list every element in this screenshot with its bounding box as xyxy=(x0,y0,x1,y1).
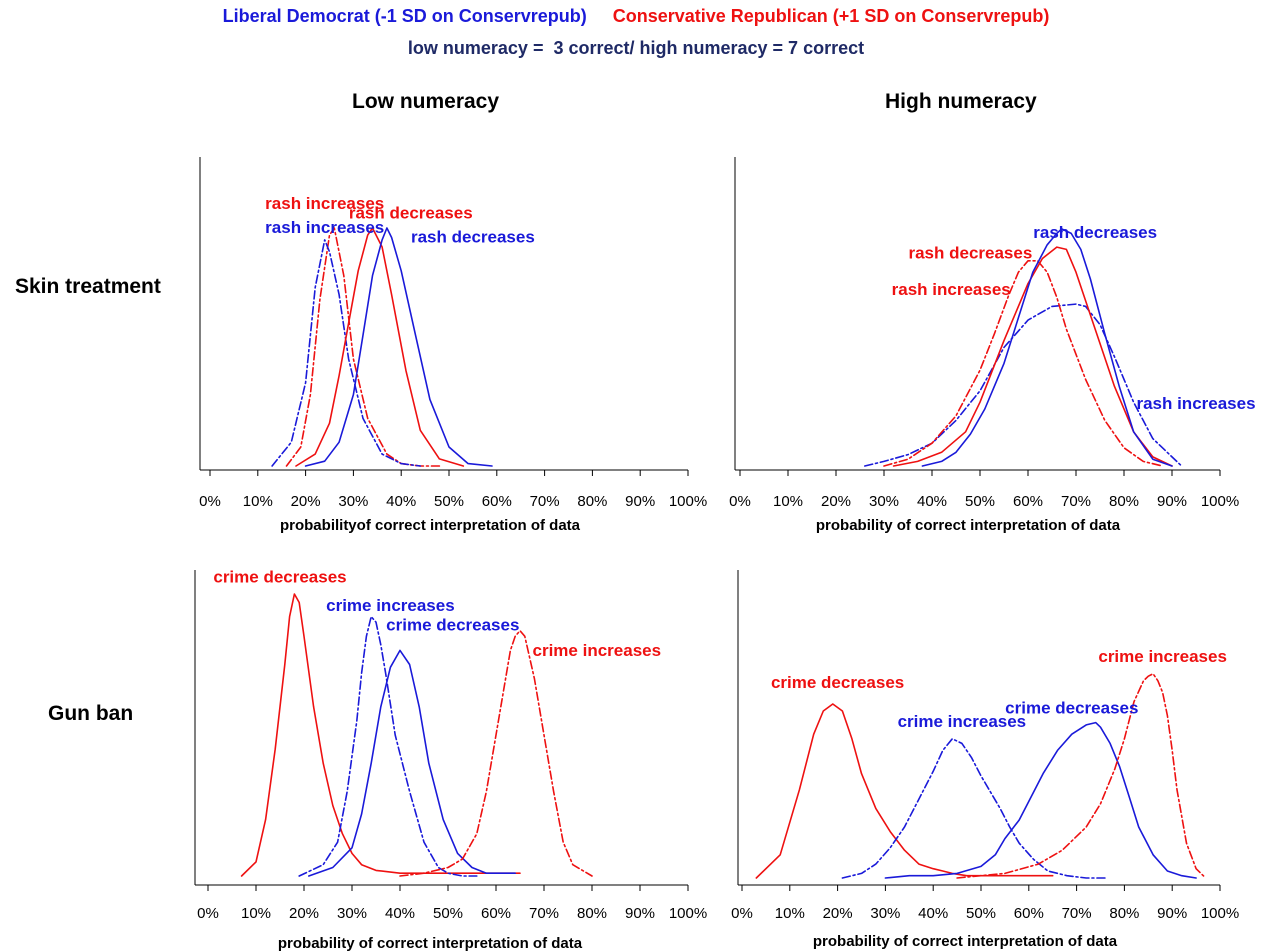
series-curve-conservative-solid xyxy=(295,227,465,467)
x-tick-label: 90% xyxy=(625,493,655,510)
curve-annotation-label: rash increases xyxy=(1136,394,1255,413)
x-tick-label: 70% xyxy=(530,493,560,510)
series-curve-liberal-solid xyxy=(884,721,1197,879)
x-tick-label: 50% xyxy=(966,905,996,922)
x-tick-label: 60% xyxy=(482,493,512,510)
curve-annotation-label: crime increases xyxy=(533,641,662,660)
series-curve-liberal-dashdot xyxy=(298,615,478,877)
curve-annotation-label: rash decreases xyxy=(1033,223,1157,242)
x-tick-label: 20% xyxy=(821,493,851,510)
x-tick-label: 10% xyxy=(775,905,805,922)
x-tick-label: 60% xyxy=(1013,493,1043,510)
series-curve-liberal-solid xyxy=(921,228,1173,467)
x-tick-label: 70% xyxy=(1062,905,1092,922)
panel-gun-high: 0% 10% 20% 30% 40% 50% 60% 70% 80% 90% 100% probabi… xyxy=(731,570,1239,950)
x-tick-label: 30% xyxy=(338,493,368,510)
x-axis-label: probabilityof correct interpretation of … xyxy=(280,517,581,534)
curve-annotation-label: crime decreases xyxy=(213,568,346,587)
legend-conservative-republican: Conservative Republican (+1 SD on Conser… xyxy=(612,6,1050,26)
series-curve-liberal-solid xyxy=(304,227,493,467)
x-tick-label: 90% xyxy=(1157,493,1187,510)
x-tick-label: 20% xyxy=(823,905,853,922)
row-label-gun-ban: Gun ban xyxy=(48,702,134,725)
x-tick-label: 50% xyxy=(434,493,464,510)
x-tick-label: 30% xyxy=(337,905,367,922)
x-tick-label: 10% xyxy=(241,905,271,922)
curve-annotation-label: rash increases xyxy=(892,280,1011,299)
x-tick-label: 80% xyxy=(577,905,607,922)
x-axis-label: probability of correct interpretation of… xyxy=(816,517,1121,534)
series-curve-liberal-solid xyxy=(307,649,517,877)
chart-legend: Liberal Democrat (-1 SD on Conservrepub)… xyxy=(0,6,1272,27)
x-tick-label: 10% xyxy=(243,493,273,510)
panel-skin-low: 0% 10% 20% 30% 40% 50% 60% 70% 80% 90% 100% probabi… xyxy=(199,157,707,534)
x-tick-label: 0% xyxy=(199,493,221,510)
x-tick-label: 20% xyxy=(291,493,321,510)
series-curve-liberal-dashdot xyxy=(841,737,1107,879)
x-tick-label: 30% xyxy=(869,493,899,510)
x-axis-label: probability of correct interpretation of… xyxy=(278,935,583,952)
series-curve-conservative-dashdot xyxy=(956,672,1207,879)
x-tick-label: 40% xyxy=(385,905,415,922)
x-tick-label: 40% xyxy=(386,493,416,510)
curve-annotation-label: crime decreases xyxy=(771,673,904,692)
chart-subtitle: low numeracy = 3 correct/ high numeracy … xyxy=(407,38,865,58)
column-title-high-numeracy: High numeracy xyxy=(885,90,1037,113)
x-tick-label: 80% xyxy=(577,493,607,510)
x-tick-label: 10% xyxy=(773,493,803,510)
legend-liberal-democrat: Liberal Democrat (-1 SD on Conservrepub) xyxy=(222,6,587,26)
x-tick-label: 0% xyxy=(729,493,751,510)
x-tick-label: 0% xyxy=(731,905,753,922)
curve-annotation-label: rash increases xyxy=(265,218,384,237)
curve-annotation-label: rash decreases xyxy=(908,244,1032,263)
curve-annotation-label: rash increases xyxy=(265,194,384,213)
series-curve-liberal-dashdot xyxy=(271,239,422,467)
x-tick-label: 50% xyxy=(433,905,463,922)
series-curve-conservative-dashdot xyxy=(399,629,593,877)
x-tick-label: 100% xyxy=(669,493,707,510)
x-tick-label: 90% xyxy=(1157,905,1187,922)
x-tick-label: 0% xyxy=(197,905,219,922)
curve-annotation-label: rash decreases xyxy=(349,203,473,222)
series-curve-conservative-solid xyxy=(892,246,1173,467)
series-curve-conservative-solid xyxy=(240,593,521,877)
column-title-low-numeracy: Low numeracy xyxy=(352,90,500,113)
x-tick-label: 40% xyxy=(918,905,948,922)
x-tick-label: 30% xyxy=(870,905,900,922)
x-tick-label: 60% xyxy=(1014,905,1044,922)
x-tick-label: 100% xyxy=(1201,905,1239,922)
x-tick-label: 40% xyxy=(917,493,947,510)
curve-annotation-label: crime increases xyxy=(898,712,1027,731)
x-tick-label: 100% xyxy=(1201,493,1239,510)
x-tick-label: 100% xyxy=(669,905,707,922)
panel-skin-high: 0% 10% 20% 30% 40% 50% 60% 70% 80% 90% 100% probabi… xyxy=(729,157,1256,534)
panel-gun-low: 0% 10% 20% 30% 40% 50% 60% 70% 80% 90% 100% probabi… xyxy=(194,568,707,952)
x-tick-label: 90% xyxy=(625,905,655,922)
x-axis-label: probability of correct interpretation of… xyxy=(813,933,1118,950)
series-curve-liberal-dashdot xyxy=(863,303,1183,467)
curve-annotation-label: crime increases xyxy=(1098,647,1227,666)
x-tick-label: 60% xyxy=(481,905,511,922)
x-tick-label: 20% xyxy=(289,905,319,922)
x-tick-label: 80% xyxy=(1109,905,1139,922)
x-tick-label: 80% xyxy=(1109,493,1139,510)
curve-annotation-label: crime increases xyxy=(326,596,455,615)
series-curve-conservative-dashdot xyxy=(883,259,1164,467)
curve-annotation-label: crime decreases xyxy=(386,616,519,635)
x-tick-label: 50% xyxy=(965,493,995,510)
curve-annotation-label: crime decreases xyxy=(1005,698,1138,717)
x-tick-label: 70% xyxy=(1061,493,1091,510)
curve-annotation-label: rash decreases xyxy=(411,227,535,246)
row-label-skin-treatment: Skin treatment xyxy=(15,275,161,298)
x-tick-label: 70% xyxy=(529,905,559,922)
